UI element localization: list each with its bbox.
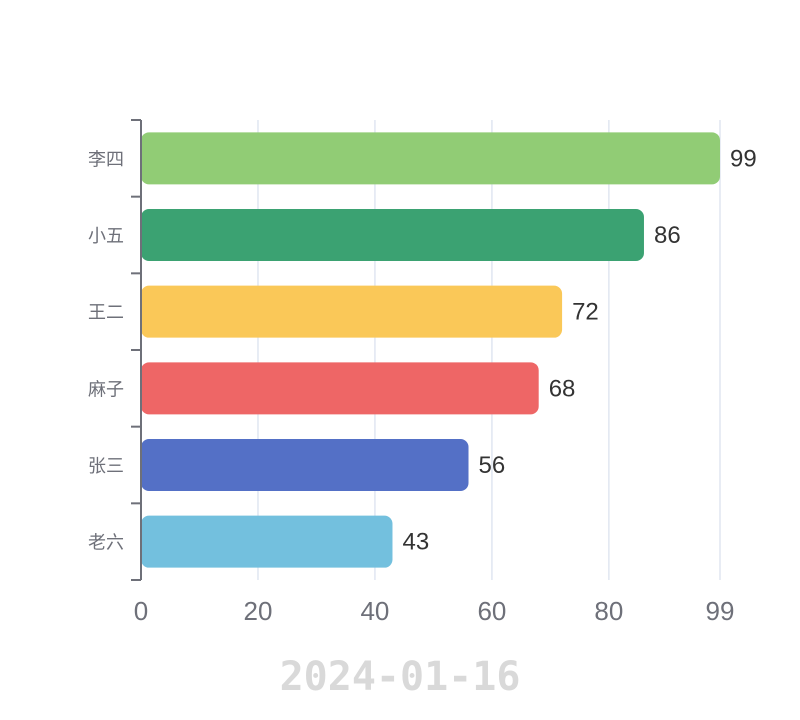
category-label: 张三 [88,456,124,477]
category-label: 李四 [88,149,124,170]
x-tick-label: 60 [477,596,506,626]
grid-lines [257,120,721,580]
category-label: 老六 [88,533,124,554]
x-tick-label: 40 [360,596,389,626]
value-label: 56 [479,452,506,479]
bars: 99 86 72 68 56 43 [141,132,757,568]
value-label: 72 [572,299,599,326]
value-label: 68 [549,375,576,402]
x-tick-label: 20 [244,596,273,626]
value-label: 86 [654,222,681,249]
category-label: 王二 [88,303,124,324]
category-label: 小五 [88,226,124,247]
x-tick-label: 80 [594,596,623,626]
value-label: 99 [730,145,757,172]
bar[interactable] [141,515,393,568]
bar[interactable] [141,132,720,185]
x-tick-label: 99 [706,596,735,626]
x-tick-label: 0 [134,596,148,626]
value-label: 43 [402,529,429,556]
footer-date: 2024-01-16 [280,654,521,700]
bar[interactable] [141,439,469,491]
bar[interactable] [141,285,563,338]
bar[interactable] [141,362,539,415]
category-label: 麻子 [88,379,124,400]
bar[interactable] [141,209,644,261]
